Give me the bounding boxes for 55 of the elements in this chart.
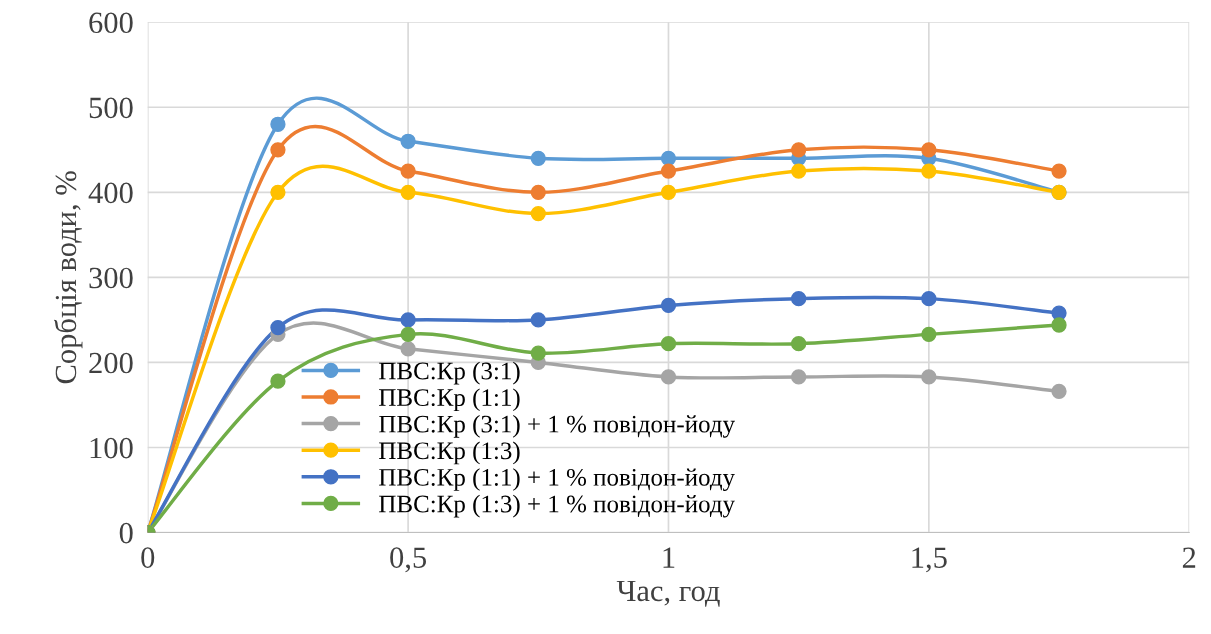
point [530, 184, 546, 200]
point [660, 150, 677, 166]
point [270, 116, 286, 132]
point [270, 319, 286, 336]
y-tick-label: 300 [89, 267, 133, 289]
point [400, 312, 416, 328]
y-tick-label: 0 [119, 522, 133, 544]
point [400, 184, 416, 200]
point [1051, 163, 1067, 179]
point [791, 142, 807, 158]
x-tick-label: 1 [663, 547, 675, 568]
point [270, 373, 286, 389]
legend-label: ПВС:Кр (3:1) [379, 361, 520, 385]
x-tick-label: 2 [1182, 547, 1196, 568]
point [270, 142, 286, 158]
point [530, 150, 546, 166]
point [400, 163, 416, 179]
point [530, 205, 546, 222]
point [400, 341, 416, 357]
point [530, 345, 546, 361]
point [921, 163, 937, 179]
point [400, 133, 416, 149]
x-tick-label: 0,5 [390, 547, 427, 573]
legend-label: ПВС:Кр (1:1) [379, 388, 520, 412]
y-tick-label: 100 [90, 437, 133, 459]
x-tick-label: 1,5 [912, 547, 947, 573]
point [1051, 383, 1067, 399]
point [791, 291, 807, 307]
point [791, 336, 807, 352]
y-tick-label: 200 [89, 352, 133, 374]
x-tick-label: 0 [141, 547, 155, 568]
y-tick-label: 600 [89, 12, 133, 34]
point [530, 312, 546, 328]
point [660, 297, 677, 314]
point [791, 369, 807, 385]
point [921, 326, 937, 343]
legend-label: ПВС:Кр (1:1) + 1 % повідон-йоду [379, 468, 735, 491]
point [400, 326, 416, 343]
point [270, 184, 286, 200]
point [921, 291, 937, 307]
legend-label: ПВС:Кр (1:3) [379, 441, 520, 465]
point [921, 369, 937, 385]
point [660, 184, 677, 200]
point [660, 163, 677, 179]
legend-label: ПВС:Кр (3:1) + 1 % повідон-йоду [379, 414, 735, 438]
y-tick-label: 400 [88, 182, 133, 204]
point [660, 369, 677, 385]
point [1051, 317, 1067, 333]
point [791, 163, 807, 179]
point [660, 336, 677, 352]
point [921, 142, 937, 158]
y-axis-title: Сорбція води, % [54, 171, 83, 384]
y-tick-label: 500 [89, 97, 133, 119]
legend-label: ПВС:Кр (1:3) + 1 % повідон-йоду [379, 494, 735, 518]
x-axis-title: Час, год [616, 580, 720, 607]
